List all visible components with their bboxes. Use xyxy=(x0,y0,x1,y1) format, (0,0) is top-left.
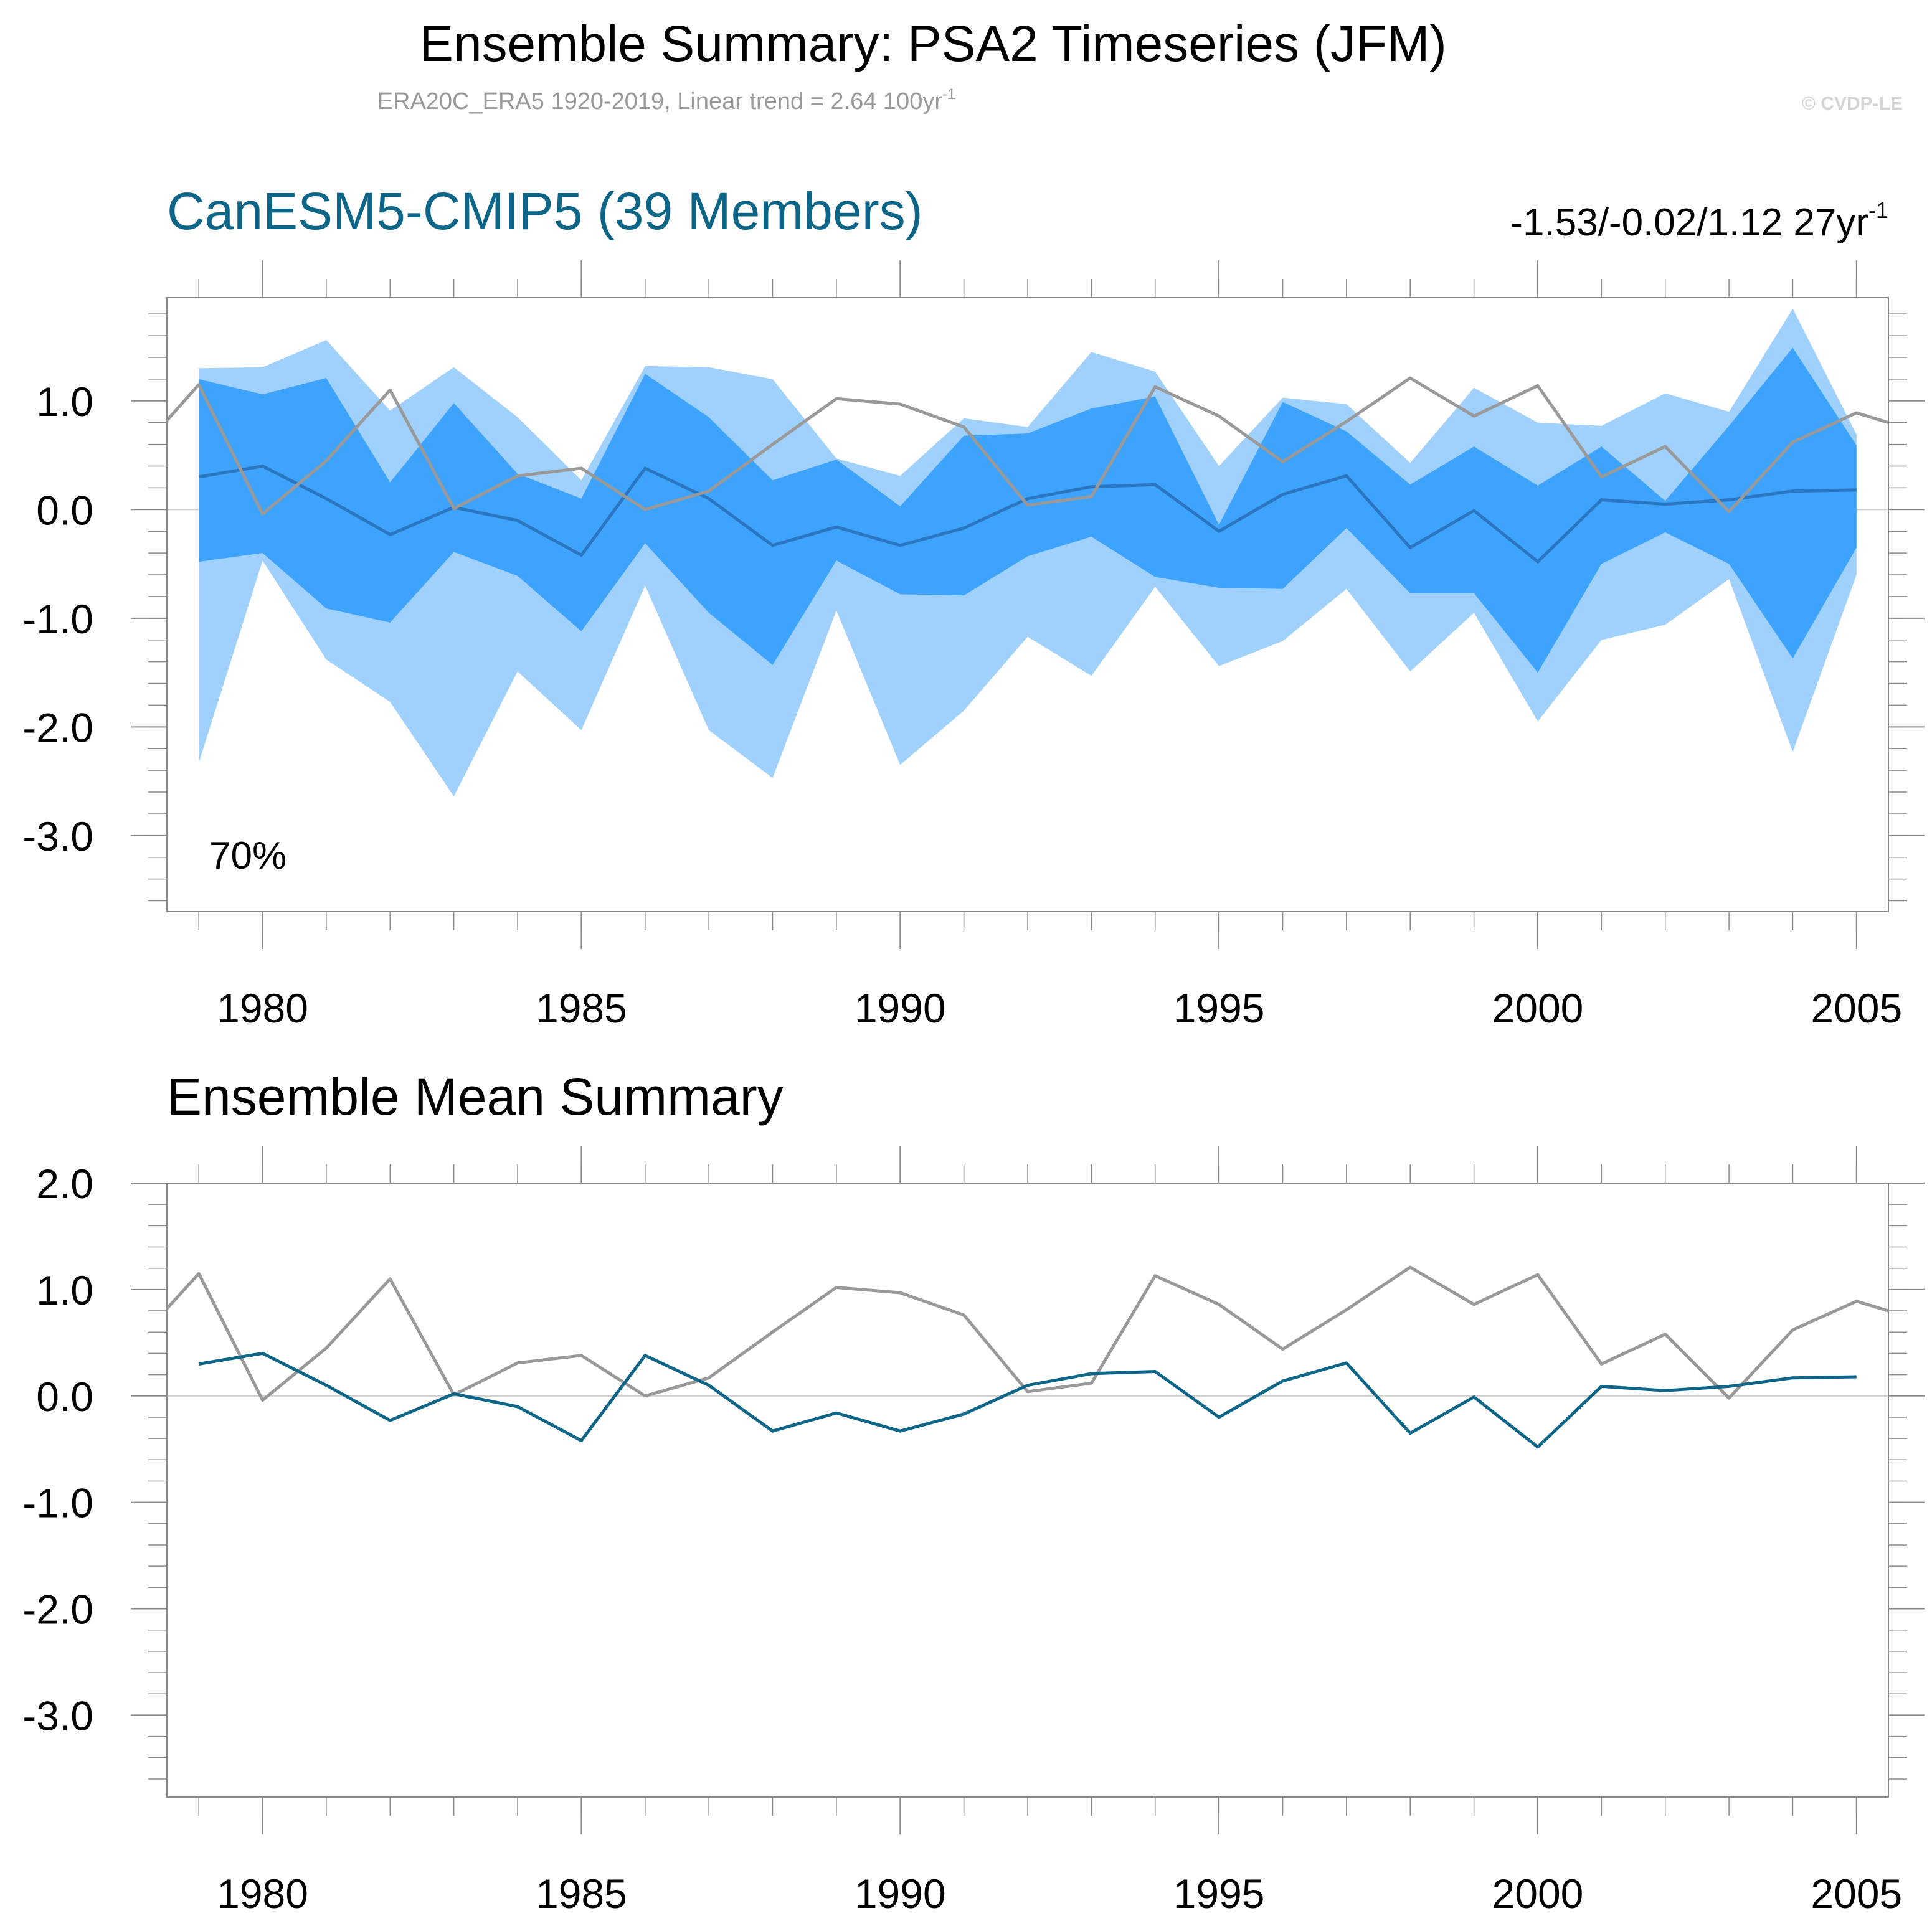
top-panel-stats-text: -1.53/-0.02/1.12 27yr xyxy=(1510,201,1868,244)
y-tick-label: 1.0 xyxy=(36,1267,93,1313)
bottom-panel-frame xyxy=(166,1183,1889,1798)
top-panel-plot: 1.0 0.0 -1.0 -2.0 -3.0 1980 1985 1990 1995 2000 20… xyxy=(22,260,1925,1031)
x-tick-label: 1995 xyxy=(1173,1871,1265,1917)
y-tick-label: -1.0 xyxy=(22,1480,93,1526)
bottom-panel-plot: 2.0 1.0 0.0 -1.0 -2.0 -3.0 1980 1985 1990 1995 200… xyxy=(22,1146,1925,1917)
ensemble-mean-line xyxy=(198,1351,1857,1449)
figure-subtitle-text: ERA20C_ERA5 1920-2019, Linear trend = 2.… xyxy=(377,88,943,115)
ensemble-mean-line xyxy=(198,465,1857,564)
x-tick-label: 1980 xyxy=(217,985,308,1031)
y-tick-label: 2.0 xyxy=(36,1161,93,1207)
y-tick-label: 1.0 xyxy=(36,379,93,425)
figure-subtitle: ERA20C_ERA5 1920-2019, Linear trend = 2.… xyxy=(377,86,956,115)
x-tick-label: 1985 xyxy=(536,1871,627,1917)
figure-subtitle-superscript: -1 xyxy=(942,86,955,103)
watermark: © CVDP-LE xyxy=(1802,93,1903,114)
top-panel-stats-superscript: -1 xyxy=(1868,197,1888,223)
bottom-panel-ticks: 2.0 1.0 0.0 -1.0 -2.0 -3.0 1980 1985 1990 1995 200… xyxy=(22,1146,1925,1917)
y-tick-label: 0.0 xyxy=(36,1374,93,1420)
x-tick-label: 1990 xyxy=(855,1871,946,1917)
x-tick-label: 1985 xyxy=(536,985,627,1031)
top-panel-frame xyxy=(166,297,1889,912)
y-tick-label: -1.0 xyxy=(22,596,93,642)
top-panel-lines xyxy=(166,376,1889,564)
x-tick-label: 1980 xyxy=(217,1871,308,1917)
bottom-panel-title: Ensemble Mean Summary xyxy=(167,1067,784,1126)
y-tick-label: 0.0 xyxy=(36,487,93,533)
y-tick-label: -2.0 xyxy=(22,1587,93,1633)
x-tick-label: 1990 xyxy=(855,985,946,1031)
x-tick-label: 2000 xyxy=(1492,985,1584,1031)
observation-line xyxy=(166,1265,1889,1402)
figure-title: Ensemble Summary: PSA2 Timeseries (JFM) xyxy=(419,16,1447,72)
bottom-panel-lines xyxy=(166,1265,1889,1449)
y-tick-label: -3.0 xyxy=(22,813,93,859)
x-tick-label: 2005 xyxy=(1811,1871,1902,1917)
percentile-note: 70% xyxy=(209,834,286,877)
x-tick-label: 1995 xyxy=(1173,985,1265,1031)
x-tick-label: 2000 xyxy=(1492,1871,1584,1917)
top-panel-stats: -1.53/-0.02/1.12 27yr-1 xyxy=(1510,197,1888,244)
y-tick-label: -3.0 xyxy=(22,1692,93,1739)
x-tick-label: 2005 xyxy=(1811,985,1902,1031)
top-panel-ticks: 1.0 0.0 -1.0 -2.0 -3.0 1980 1985 1990 1995 2000 20… xyxy=(22,260,1925,1031)
observation-line xyxy=(166,376,1889,516)
top-panel-title: CanESM5-CMIP5 (39 Members) xyxy=(167,182,923,240)
ensemble-percentile-band xyxy=(199,347,1857,673)
y-tick-label: -2.0 xyxy=(22,704,93,750)
